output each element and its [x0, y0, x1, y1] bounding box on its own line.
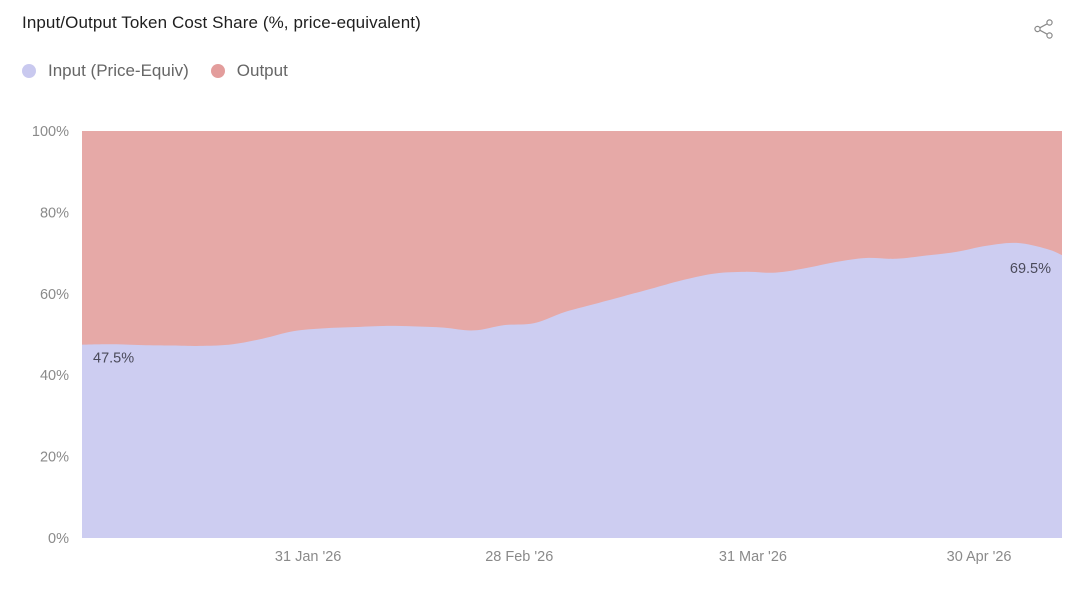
y-tick-label: 100% [32, 124, 69, 140]
legend-label-input: Input (Price-Equiv) [48, 61, 189, 80]
legend-swatch-output [210, 64, 225, 78]
x-tick-label: 31 Mar '26 [719, 549, 787, 565]
annotation-end-value: 69.5% [1010, 261, 1051, 277]
annotation-start-value: 47.5% [93, 351, 134, 367]
legend: Input (Price-Equiv) Output [22, 61, 310, 81]
legend-label-output: Output [236, 61, 288, 80]
y-tick-label: 40% [40, 368, 69, 384]
x-tick-label: 31 Jan '26 [275, 549, 341, 565]
y-tick-label: 60% [40, 287, 69, 303]
y-tick-label: 20% [40, 450, 69, 466]
input-area [82, 242, 1062, 539]
legend-item-input[interactable]: Input (Price-Equiv) [22, 61, 189, 81]
legend-item-output[interactable]: Output [210, 61, 288, 81]
x-tick-label: 30 Apr '26 [947, 549, 1012, 565]
share-icon[interactable] [1033, 18, 1055, 40]
y-tick-label: 0% [48, 531, 69, 547]
y-tick-label: 80% [40, 205, 69, 221]
legend-swatch-input [22, 64, 36, 78]
chart-title: Input/Output Token Cost Share (%, price-… [22, 13, 421, 32]
x-tick-label: 28 Feb '26 [485, 549, 553, 565]
